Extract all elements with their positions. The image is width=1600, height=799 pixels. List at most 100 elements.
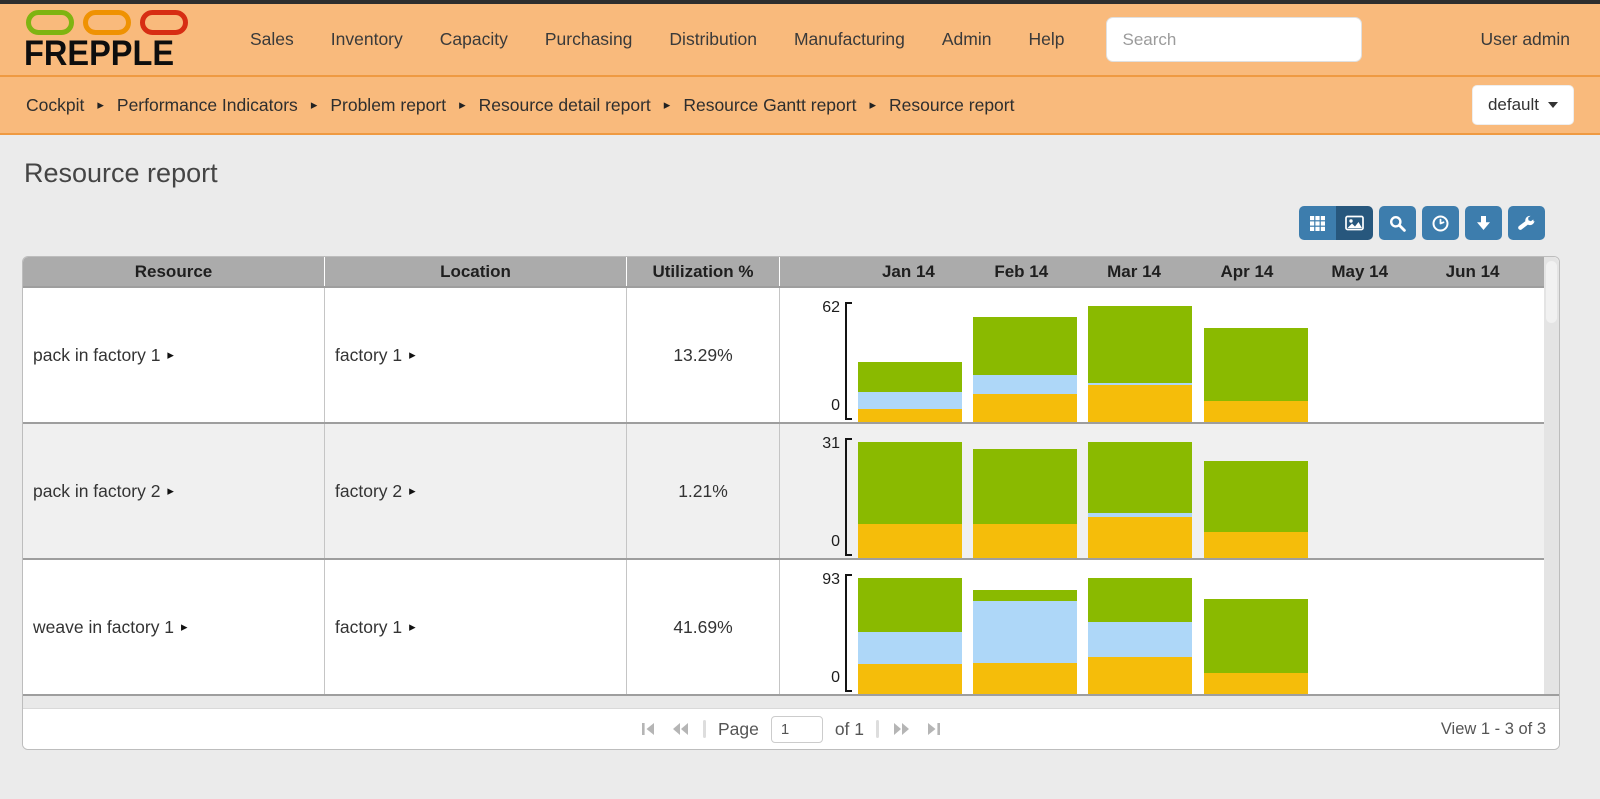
nav-menu: Sales Inventory Capacity Purchasing Distribu… xyxy=(250,29,1064,50)
breadcrumb-separator-icon: ▸ xyxy=(310,97,318,112)
context-menu-icon[interactable]: ▸ xyxy=(409,347,416,362)
table-view-button[interactable] xyxy=(1299,206,1336,240)
page-count-label: of 1 xyxy=(834,718,865,739)
location-label: factory 2 xyxy=(335,480,403,501)
bar-segment-green xyxy=(857,362,962,392)
vertical-scrollbar-thumb[interactable] xyxy=(1546,261,1557,323)
table-row: pack in factory 2 ▸ factory 2 ▸ 1.21% 31 0 xyxy=(23,422,1559,558)
logo-pill-green-icon xyxy=(26,10,74,35)
chart-y-axis: 93 0 xyxy=(780,560,852,694)
brand-text: FREPPLE xyxy=(24,34,175,73)
nav-item-sales[interactable]: Sales xyxy=(250,29,294,49)
nav-item-distribution[interactable]: Distribution xyxy=(669,29,757,49)
first-page-button[interactable] xyxy=(639,720,658,738)
magnifier-icon xyxy=(1389,215,1406,232)
breadcrumb-item-resource-report[interactable]: Resource report xyxy=(889,94,1015,115)
page-title: Resource report xyxy=(24,158,218,188)
bar-segment-green xyxy=(1088,578,1193,622)
bar-segment-green xyxy=(1203,328,1308,401)
y-axis-zero-label: 0 xyxy=(831,669,840,686)
month-header-jun-14: Jun 14 xyxy=(1445,261,1500,281)
graph-view-button[interactable] xyxy=(1336,206,1373,240)
breadcrumb-item-resource-detail-report[interactable]: Resource detail report xyxy=(478,94,651,115)
breadcrumb-item-cockpit[interactable]: Cockpit xyxy=(26,94,85,115)
bar-segment-yellow xyxy=(1088,517,1193,558)
y-axis-max-label: 93 xyxy=(822,571,840,588)
last-page-button[interactable] xyxy=(924,720,943,738)
user-menu[interactable]: User admin xyxy=(1480,29,1570,49)
page-number-input[interactable] xyxy=(770,715,823,743)
month-header-feb-14: Feb 14 xyxy=(994,261,1049,281)
customize-button[interactable] xyxy=(1508,206,1545,240)
bar-segment-blue xyxy=(972,601,1077,663)
pager-divider xyxy=(702,720,706,738)
context-menu-icon[interactable]: ▸ xyxy=(167,347,174,362)
chart-month-slot xyxy=(852,288,967,422)
breadcrumb-item-resource-gantt-report[interactable]: Resource Gantt report xyxy=(683,94,857,115)
breadcrumb-separator-icon: ▸ xyxy=(459,97,466,112)
search-input[interactable] xyxy=(1106,17,1363,62)
month-header-row: Jan 14 Feb 14 Mar 14 Apr 14 May 14 Jun 14 xyxy=(780,257,1529,286)
nav-item-admin[interactable]: Admin xyxy=(941,29,992,49)
frepple-app: FREPPLE Sales Inventory Capacity Purchasing… xyxy=(0,0,1600,750)
column-header-resource[interactable]: Resource xyxy=(23,257,325,286)
chart-month-slot xyxy=(1313,288,1428,422)
clock-icon xyxy=(1432,215,1449,232)
bar-segment-yellow xyxy=(857,524,962,558)
vertical-scrollbar[interactable] xyxy=(1544,257,1559,694)
resource-cell: weave in factory 1 ▸ xyxy=(23,560,325,694)
chart-month-slot xyxy=(1313,424,1428,558)
month-header-mar-14: Mar 14 xyxy=(1107,261,1161,281)
time-buckets-button[interactable] xyxy=(1422,206,1459,240)
nav-item-manufacturing[interactable]: Manufacturing xyxy=(793,29,905,49)
table-icon xyxy=(1309,215,1326,231)
view-selector[interactable]: default xyxy=(1471,85,1574,125)
column-header-utilization-[interactable]: Utilization % xyxy=(627,257,780,286)
frepple-logo[interactable]: FREPPLE xyxy=(24,8,220,71)
chart-month-slot xyxy=(1198,288,1313,422)
nav-item-capacity[interactable]: Capacity xyxy=(439,29,508,49)
chart-month-slot xyxy=(1198,424,1313,558)
stacked-bar xyxy=(972,590,1077,694)
bar-segment-green xyxy=(972,449,1077,524)
bar-segment-green xyxy=(972,317,1077,375)
search-button[interactable] xyxy=(1379,206,1416,240)
bar-segment-yellow xyxy=(857,409,962,422)
context-menu-icon[interactable]: ▸ xyxy=(409,619,416,634)
export-button[interactable] xyxy=(1465,206,1502,240)
chart-y-axis: 62 0 xyxy=(780,288,852,422)
logo-pill-red-icon xyxy=(140,10,188,35)
column-header-location[interactable]: Location xyxy=(325,257,627,286)
context-menu-icon[interactable]: ▸ xyxy=(181,619,188,634)
previous-page-button[interactable] xyxy=(670,720,691,738)
context-menu-icon[interactable]: ▸ xyxy=(167,483,174,498)
chart-y-axis: 31 0 xyxy=(780,424,852,558)
bar-segment-green xyxy=(1203,461,1308,532)
toolbar-button-group xyxy=(1299,206,1373,240)
stacked-bar xyxy=(1203,461,1308,558)
bar-segment-green xyxy=(972,590,1077,601)
nav-item-inventory[interactable]: Inventory xyxy=(330,29,403,49)
pagination-controls: Page of 1 xyxy=(639,715,943,743)
bar-segment-yellow xyxy=(972,524,1077,558)
horizontal-scrollbar[interactable] xyxy=(23,694,1559,709)
breadcrumb-separator-icon: ▸ xyxy=(663,97,671,112)
breadcrumb-item-performance-indicators[interactable]: Performance Indicators xyxy=(116,94,298,115)
location-cell: factory 1 ▸ xyxy=(325,560,627,694)
report-toolbar xyxy=(22,206,1560,240)
context-menu-icon[interactable]: ▸ xyxy=(409,483,416,498)
bar-segment-yellow xyxy=(972,394,1077,422)
y-axis-max-label: 31 xyxy=(822,435,840,452)
bar-segment-green xyxy=(857,442,962,524)
bar-segment-yellow xyxy=(1088,657,1193,694)
nav-item-purchasing[interactable]: Purchasing xyxy=(544,29,633,49)
table-body: pack in factory 1 ▸ factory 1 ▸ 13.29% 62 0 pac… xyxy=(23,286,1559,694)
breadcrumb-item-problem-report[interactable]: Problem report xyxy=(330,94,447,115)
image-icon xyxy=(1345,215,1364,231)
chart-month-slot xyxy=(1313,560,1428,694)
next-page-button[interactable] xyxy=(891,720,912,738)
nav-item-help[interactable]: Help xyxy=(1028,29,1065,49)
bar-segment-yellow xyxy=(1088,385,1193,422)
resource-cell: pack in factory 2 ▸ xyxy=(23,424,325,558)
bar-segment-green xyxy=(857,578,962,632)
